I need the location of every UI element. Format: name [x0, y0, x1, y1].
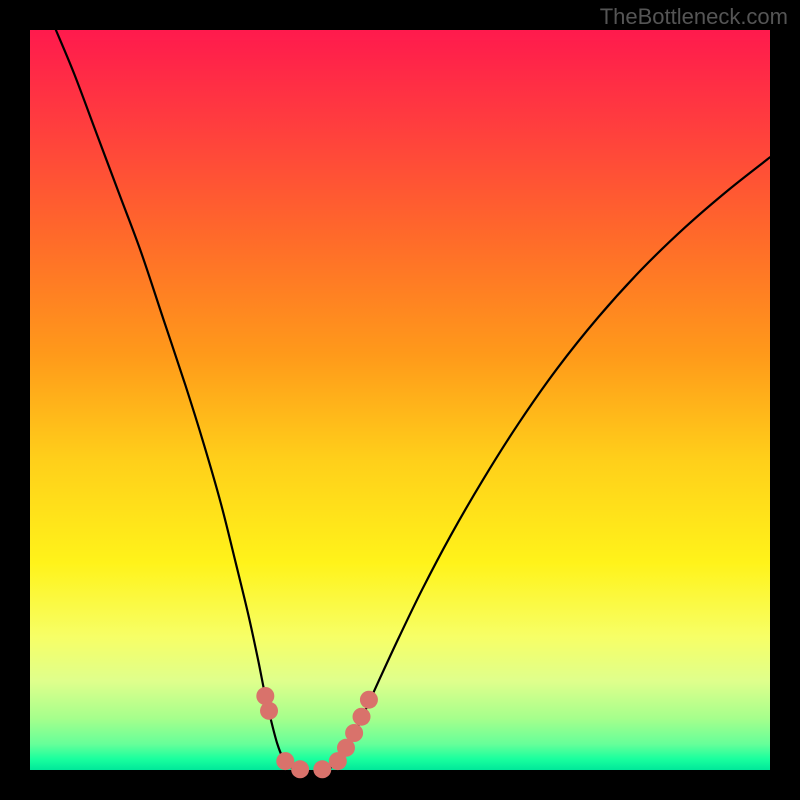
curve-marker	[313, 760, 331, 778]
curve-marker	[260, 702, 278, 720]
curve-marker	[291, 760, 309, 778]
curve-marker	[345, 724, 363, 742]
chart-frame: TheBottleneck.com	[0, 0, 800, 800]
curve-marker	[360, 691, 378, 709]
curve-right	[326, 157, 770, 770]
watermark-text: TheBottleneck.com	[600, 4, 788, 30]
plot-area	[30, 30, 770, 770]
curve-left	[56, 30, 297, 770]
curve-marker	[353, 708, 371, 726]
curve-layer	[30, 30, 770, 770]
